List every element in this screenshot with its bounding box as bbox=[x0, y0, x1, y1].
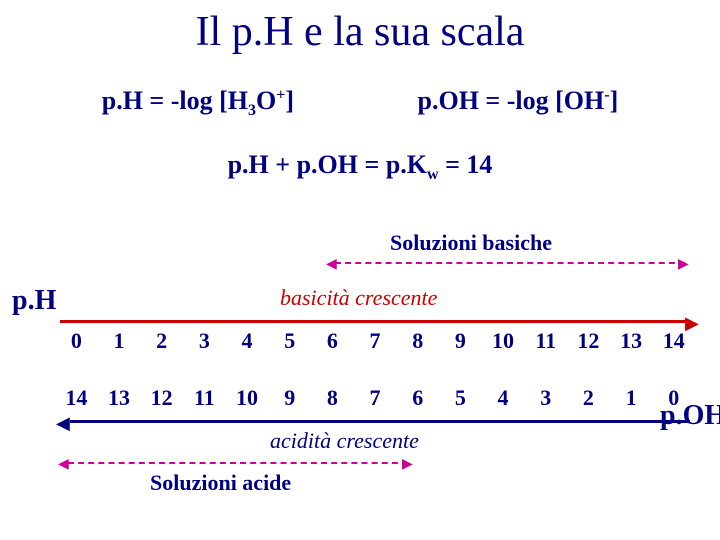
dash-arrow-left-icon: ◀ bbox=[326, 256, 337, 273]
poh-tick: 5 bbox=[439, 385, 482, 411]
ph-tick: 1 bbox=[98, 328, 141, 354]
poh-axis-label: p.OH bbox=[660, 400, 720, 432]
ph-tick: 2 bbox=[140, 328, 183, 354]
poh-tick: 14 bbox=[55, 385, 98, 411]
dash-arrow-right-acid-icon: ▶ bbox=[402, 456, 413, 473]
poh-tick: 2 bbox=[567, 385, 610, 411]
formula-row: p.H = -log [H3O+] p.OH = -log [OH-] bbox=[0, 56, 720, 140]
ph-scale-line bbox=[60, 320, 690, 323]
ph-axis-label: p.H bbox=[12, 285, 56, 317]
label-soluzioni-acide: Soluzioni acide bbox=[150, 470, 291, 496]
dashed-line-acide bbox=[68, 462, 408, 464]
poh-tick: 10 bbox=[226, 385, 269, 411]
poh-scale-line bbox=[70, 420, 690, 423]
ph-tick: 0 bbox=[55, 328, 98, 354]
page-title: Il p.H e la sua scala bbox=[0, 0, 720, 56]
ph-tick: 11 bbox=[524, 328, 567, 354]
poh-tick: 9 bbox=[268, 385, 311, 411]
poh-tick: 13 bbox=[98, 385, 141, 411]
ph-tick: 5 bbox=[268, 328, 311, 354]
poh-arrow-left-icon: ◀ bbox=[56, 413, 70, 434]
ph-tick: 7 bbox=[354, 328, 397, 354]
ph-tick: 10 bbox=[482, 328, 525, 354]
ph-tick: 4 bbox=[226, 328, 269, 354]
formula-sum: p.H + p.OH = p.Kw = 14 bbox=[0, 150, 720, 184]
dash-arrow-right-icon: ▶ bbox=[678, 256, 689, 273]
ph-tick: 9 bbox=[439, 328, 482, 354]
formula-poh: p.OH = -log [OH-] bbox=[418, 86, 619, 120]
formula-ph: p.H = -log [H3O+] bbox=[102, 86, 294, 120]
ph-tick: 8 bbox=[396, 328, 439, 354]
label-soluzioni-basiche: Soluzioni basiche bbox=[390, 230, 552, 256]
poh-tick: 7 bbox=[354, 385, 397, 411]
dash-arrow-left-acid-icon: ◀ bbox=[58, 456, 69, 473]
ph-scale-numbers: 0 1 2 3 4 5 6 7 8 9 10 11 12 13 14 bbox=[55, 328, 695, 354]
ph-tick: 12 bbox=[567, 328, 610, 354]
poh-tick: 11 bbox=[183, 385, 226, 411]
ph-tick: 14 bbox=[652, 328, 695, 354]
poh-tick: 6 bbox=[396, 385, 439, 411]
poh-tick: 1 bbox=[610, 385, 653, 411]
ph-tick: 13 bbox=[610, 328, 653, 354]
label-acidita-crescente: acidità crescente bbox=[270, 428, 419, 454]
label-basicita-crescente: basicità crescente bbox=[280, 285, 437, 311]
poh-tick: 12 bbox=[140, 385, 183, 411]
ph-tick: 3 bbox=[183, 328, 226, 354]
dashed-line-basiche bbox=[335, 262, 685, 264]
poh-scale-numbers: 14 13 12 11 10 9 8 7 6 5 4 3 2 1 0 bbox=[55, 385, 695, 411]
poh-tick: 4 bbox=[482, 385, 525, 411]
poh-tick: 3 bbox=[524, 385, 567, 411]
poh-tick: 8 bbox=[311, 385, 354, 411]
ph-tick: 6 bbox=[311, 328, 354, 354]
